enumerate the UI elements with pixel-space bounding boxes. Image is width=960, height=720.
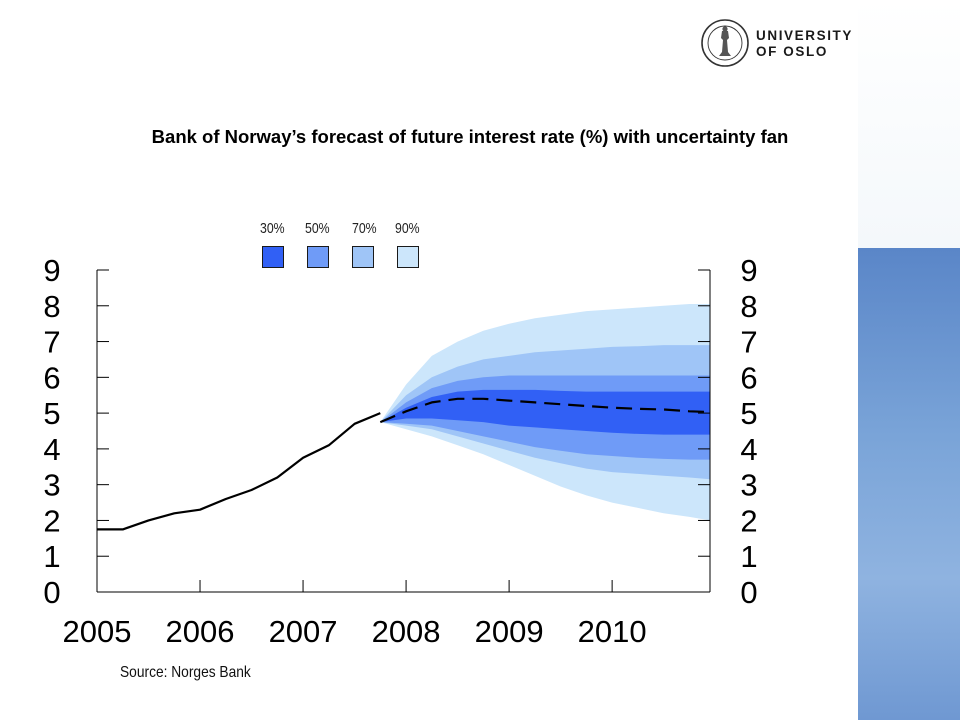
source-note: Source: Norges Bank bbox=[120, 664, 251, 681]
y-tick-label-left: 1 bbox=[43, 539, 60, 574]
y-tick-label-right: 7 bbox=[740, 325, 757, 360]
y-tick-label-right: 5 bbox=[740, 396, 757, 431]
side-panel-upper bbox=[858, 0, 960, 248]
university-name-line1: UNIVERSITY bbox=[756, 28, 854, 43]
university-seal-icon bbox=[701, 19, 749, 67]
y-tick-label-left: 0 bbox=[43, 575, 60, 610]
y-tick-label-right: 6 bbox=[740, 360, 757, 395]
x-tick-label: 2005 bbox=[63, 614, 132, 649]
university-name: UNIVERSITY OF OSLO bbox=[756, 28, 853, 60]
x-tick-label: 2009 bbox=[475, 614, 544, 649]
legend-swatch-90 bbox=[397, 246, 419, 268]
legend-label-90: 90% bbox=[395, 220, 420, 237]
chart-legend: 30% 50% 70% 90% bbox=[255, 220, 435, 274]
series-line-forecast bbox=[379, 397, 711, 424]
y-tick-label-right: 1 bbox=[740, 539, 757, 574]
y-tick-label-left: 3 bbox=[43, 468, 60, 503]
series-line-historical bbox=[97, 412, 381, 531]
y-tick-label-right: 0 bbox=[740, 575, 757, 610]
y-tick-label-left: 7 bbox=[43, 325, 60, 360]
y-tick-label-left: 4 bbox=[43, 432, 60, 467]
decorative-side-panel bbox=[858, 0, 960, 720]
chart-title: Bank of Norway’s forecast of future inte… bbox=[151, 126, 789, 147]
y-tick-label-right: 3 bbox=[740, 468, 757, 503]
x-tick-label: 2006 bbox=[166, 614, 235, 649]
university-logo: UNIVERSITY OF OSLO bbox=[700, 18, 853, 70]
y-tick-label-left: 9 bbox=[43, 253, 60, 288]
y-tick-label-left: 5 bbox=[43, 396, 60, 431]
side-panel-lower bbox=[858, 248, 960, 720]
x-tick-label: 2007 bbox=[269, 614, 338, 649]
y-tick-label-right: 9 bbox=[740, 253, 757, 288]
legend-swatch-30 bbox=[262, 246, 284, 268]
y-tick-label-left: 8 bbox=[43, 289, 60, 324]
university-name-line2: OF OSLO bbox=[756, 44, 828, 59]
legend-label-30: 30% bbox=[260, 220, 285, 237]
y-tick-label-right: 8 bbox=[740, 289, 757, 324]
legend-label-50: 50% bbox=[305, 220, 330, 237]
legend-swatch-70 bbox=[352, 246, 374, 268]
y-tick-label-left: 2 bbox=[43, 503, 60, 538]
legend-swatch-50 bbox=[307, 246, 329, 268]
x-tick-label: 2008 bbox=[372, 614, 441, 649]
x-tick-label: 2010 bbox=[578, 614, 647, 649]
legend-label-70: 70% bbox=[352, 220, 377, 237]
y-tick-label-right: 2 bbox=[740, 503, 757, 538]
y-tick-label-left: 6 bbox=[43, 360, 60, 395]
y-tick-label-right: 4 bbox=[740, 432, 757, 467]
fan-band-30 bbox=[380, 389, 710, 435]
